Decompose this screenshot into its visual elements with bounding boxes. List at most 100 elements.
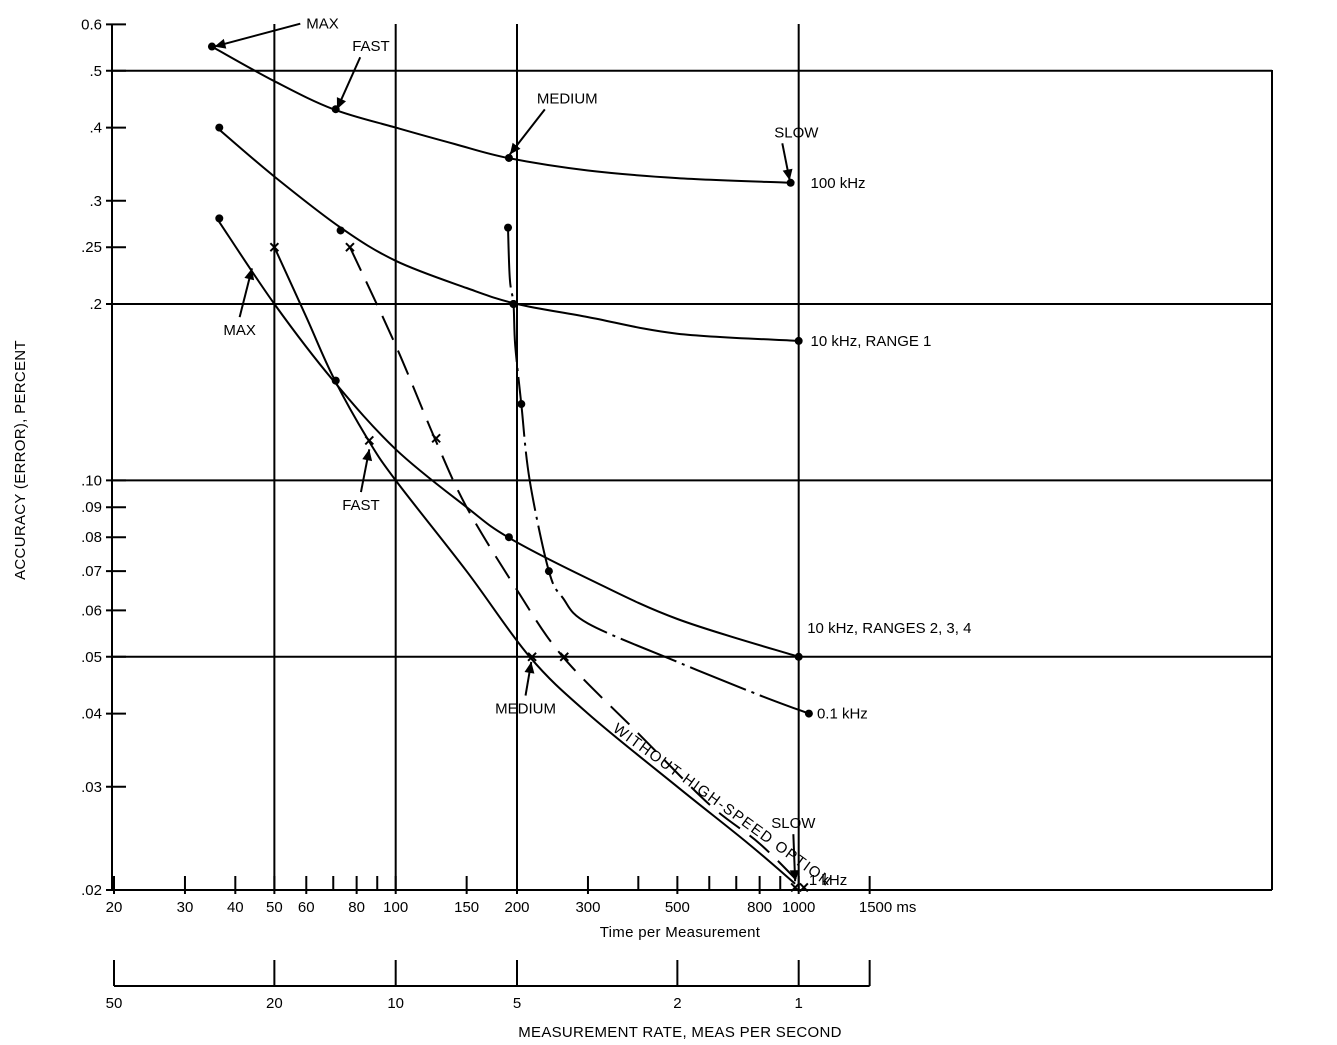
annotation-label: FAST (352, 38, 390, 55)
series-label: 0.1 kHz (817, 706, 868, 723)
data-point-x-stroke (269, 242, 280, 252)
annotation-arrowhead (214, 38, 227, 49)
data-point-dot (215, 214, 224, 223)
x-tick-label: 150 (454, 899, 479, 916)
x-tick-label: 300 (575, 899, 600, 916)
rate-tick-label: 1 (795, 995, 803, 1012)
y-tick-label: .25 (81, 239, 102, 256)
x-tick-label: 30 (177, 899, 194, 916)
series-label: 1 kHz (809, 872, 847, 889)
data-point-dot (331, 376, 340, 385)
annotation-label: MEDIUM (495, 701, 556, 718)
y-tick-label: .08 (81, 529, 102, 546)
x-tick-label: 40 (227, 899, 244, 916)
annotation-arrowhead (509, 142, 521, 155)
data-point-x (345, 242, 355, 252)
annotation-arrow (214, 22, 301, 48)
data-point-dot (207, 42, 216, 51)
series-label: 10 kHz, RANGE 1 (811, 333, 932, 350)
y-tick-label: .03 (81, 779, 102, 796)
data-point-dot (794, 652, 803, 661)
axis-layer: 0.6 .5 .4 .3 .25 .2 .10 .09 .08 .07 .06 .05 .04 .03 .0… (81, 16, 1273, 1012)
x-tick-label: 200 (504, 899, 529, 916)
data-point-dot (504, 533, 513, 542)
series-label: WITHOUT HIGH-SPEED OPTION (610, 720, 836, 890)
annotation-arrowhead (789, 870, 800, 882)
data-point-dot (504, 223, 513, 232)
grid-layer (112, 24, 1272, 890)
x-axis-title: Time per Measurement (600, 924, 761, 941)
data-point-dot (336, 226, 345, 235)
y-tick-label: .2 (89, 296, 102, 313)
data-point-x (790, 882, 800, 893)
annotation-arrowhead (782, 168, 793, 181)
x-tick-label: 800 (747, 899, 772, 916)
data-point-x-stroke (790, 882, 800, 893)
data-point-dot (504, 153, 513, 162)
x-tick-label: 100 (383, 899, 408, 916)
series-label: 10 kHz, RANGES 2, 3, 4 (807, 620, 971, 637)
y-tick-label: .09 (81, 499, 102, 516)
rate-axis-title: MEASUREMENT RATE, MEAS PER SECOND (518, 1024, 842, 1041)
y-tick-label: .5 (89, 63, 102, 80)
y-axis-title: ACCURACY (ERROR), PERCENT (12, 340, 29, 580)
annotation-label: MEDIUM (537, 90, 598, 107)
data-point-x-stroke (431, 433, 441, 443)
x-tick-label: 50 (266, 899, 283, 916)
series-line-3 (216, 217, 799, 658)
series-line-1 (211, 45, 790, 184)
data-point-dot (786, 178, 795, 187)
series-label: 100 kHz (811, 175, 866, 192)
y-tick-label: .06 (81, 602, 102, 619)
data-point-x (269, 242, 280, 252)
data-point-x (527, 652, 537, 662)
data-point-dot (794, 336, 803, 345)
annotation-label: FAST (342, 497, 380, 514)
y-tick-label: .07 (81, 563, 102, 580)
data-point-dot (804, 709, 813, 718)
rate-tick-label: 20 (266, 995, 283, 1012)
y-tick-label: .02 (81, 882, 102, 899)
rate-tick-label: 50 (106, 995, 123, 1012)
rate-tick-label: 5 (513, 995, 521, 1012)
y-tick-label: .3 (89, 193, 102, 210)
rate-tick-label: 10 (387, 995, 404, 1012)
x-tick-label: 80 (348, 899, 365, 916)
annotation-arrowhead (244, 268, 255, 281)
data-point-dot (544, 567, 553, 576)
x-tick-label: 1500 ms (859, 899, 917, 916)
y-tick-label: .05 (81, 649, 102, 666)
series-layer (211, 45, 810, 889)
data-point-x (364, 435, 374, 446)
series-line-2 (216, 126, 799, 342)
series-line-6 (348, 246, 805, 889)
y-tick-label: .10 (81, 472, 102, 489)
x-tick-label: 1000 (782, 899, 815, 916)
x-tick-label: 20 (106, 899, 123, 916)
y-tick-label: .4 (89, 120, 102, 137)
series-line-4 (507, 227, 810, 715)
data-point-x-stroke (364, 435, 374, 446)
annotation-arrowhead (362, 449, 373, 462)
y-tick-label: .04 (81, 706, 102, 723)
annotation-label: MAX (306, 16, 339, 33)
marker-layer (207, 42, 813, 893)
data-point-dot (509, 300, 518, 308)
rate-tick-label: 2 (673, 995, 681, 1012)
data-point-x-stroke (559, 652, 569, 662)
data-point-x (559, 652, 569, 662)
series-line-5 (273, 246, 796, 885)
data-point-x-stroke (799, 882, 809, 893)
x-tick-label: 60 (298, 899, 315, 916)
annotation-label: MAX (223, 322, 256, 339)
data-point-dot (215, 123, 224, 132)
data-point-x-stroke (527, 652, 537, 662)
annotation-layer: 100 kHz 10 kHz, RANGE 1 10 kHz, RANGES 2, … (214, 16, 971, 891)
x-tick-label: 500 (665, 899, 690, 916)
data-point-dot (517, 400, 526, 409)
y-tick-label: 0.6 (81, 16, 102, 33)
data-point-x (431, 433, 441, 443)
annotation-label: SLOW (774, 124, 819, 141)
annotation-arrowhead (524, 661, 535, 674)
